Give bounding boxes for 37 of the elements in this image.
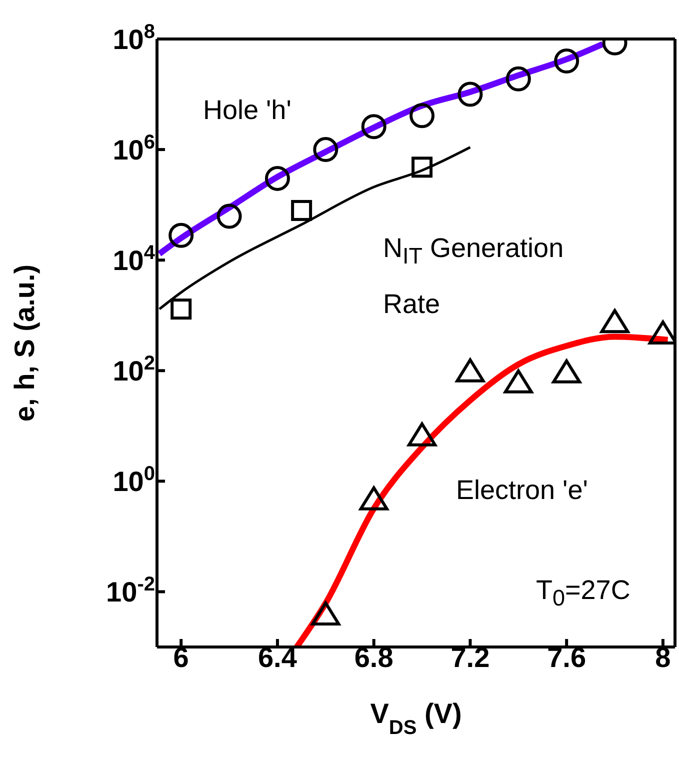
x-tick-label: 7.6 (547, 642, 586, 673)
x-tick-label: 6.4 (258, 642, 298, 673)
point (458, 82, 483, 107)
point (410, 103, 435, 128)
point (291, 200, 312, 221)
point (504, 369, 533, 394)
point (361, 114, 386, 140)
annotation: N$_{IT}$ Generation Rate (383, 232, 565, 322)
y-tick-label: 10$^{6}$ (112, 132, 155, 166)
x-axis-title: V$_{DS}$ (V) (370, 698, 462, 739)
point (216, 204, 242, 229)
point (506, 66, 531, 92)
point (168, 222, 194, 248)
annotation: Electron 'e' (456, 474, 588, 507)
point (264, 166, 290, 191)
point (313, 137, 338, 162)
y-tick-label: 10$^{2}$ (112, 352, 155, 387)
y-tick-label: 10$^{8}$ (112, 21, 155, 55)
point (311, 601, 340, 626)
point (408, 422, 437, 446)
point (170, 298, 192, 320)
y-tick-label: 10$^{4}$ (112, 242, 156, 276)
x-tick-label: 8 (655, 642, 671, 673)
point (456, 358, 485, 382)
point (552, 359, 582, 384)
x-tick-label: 6.8 (354, 642, 394, 673)
point (412, 156, 433, 178)
annotation: T$_{0}$=27C (536, 574, 630, 612)
point (600, 309, 630, 334)
y-axis-title: e, h, S (a.u.) (9, 264, 40, 422)
x-tick-label: 7.2 (450, 642, 490, 673)
point (359, 486, 388, 510)
y-tick-label: 10$^{0}$ (112, 463, 155, 498)
annotation: Hole 'h' (203, 94, 292, 127)
y-tick-label: 10$^{-2}$ (106, 574, 155, 608)
point (554, 48, 580, 74)
x-tick-label: 6 (173, 642, 189, 673)
